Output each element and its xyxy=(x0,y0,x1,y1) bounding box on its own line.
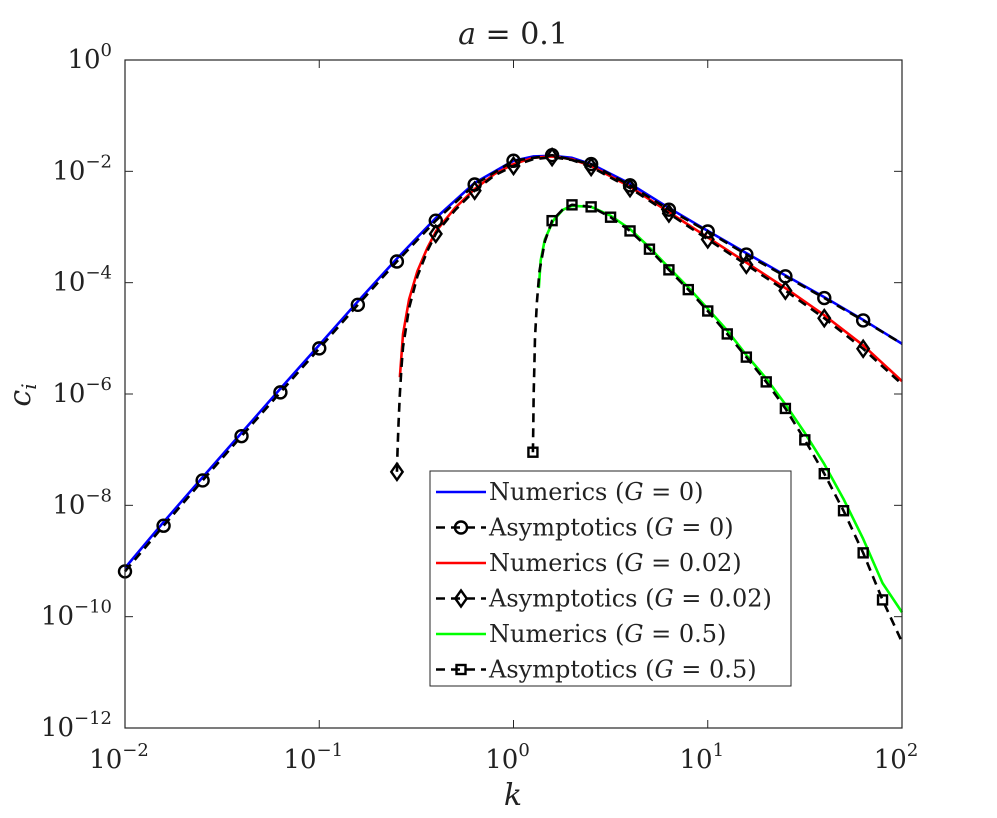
data-point-diamond xyxy=(467,180,482,201)
series-line-asymptotics-3 xyxy=(395,155,903,472)
title-variable: a xyxy=(458,17,476,52)
legend-entries: Numerics (G = 0) Asymptotics (G = 0) Numer… xyxy=(436,478,772,684)
legend-label: Asymptotics (G = 0.02) xyxy=(488,585,772,613)
data-point-circle xyxy=(817,290,832,306)
data-point-square xyxy=(682,283,694,296)
legend-label: Numerics (G = 0.5) xyxy=(489,620,726,648)
legend-label: Numerics (G = 0.02) xyxy=(489,549,742,577)
legend-box xyxy=(429,470,792,687)
legend-entry: Numerics (G = 0.02) xyxy=(436,549,742,577)
x-tick-label: 100 xyxy=(485,740,530,775)
data-point-square xyxy=(799,434,811,446)
data-point-square xyxy=(624,225,636,237)
x-tick-label: 10−1 xyxy=(283,740,343,775)
data-point-circle xyxy=(312,341,327,356)
data-point-square xyxy=(876,594,889,606)
markers-layer xyxy=(117,146,889,606)
y-tick-label: 10−12 xyxy=(41,708,112,743)
legend-label: Asymptotics (G = 0.5) xyxy=(488,656,757,684)
y-tick-label: 10−4 xyxy=(52,263,112,298)
data-point-square xyxy=(837,505,850,517)
data-point-diamond xyxy=(700,229,715,250)
y-tick-label: 10−10 xyxy=(41,597,112,632)
chart-title: a = 0.1 xyxy=(458,17,568,52)
data-point-circle xyxy=(855,313,871,328)
data-point-diamond xyxy=(428,223,443,245)
data-point-square xyxy=(760,376,772,388)
y-tick-label: 10−8 xyxy=(52,485,112,520)
y-tick-label: 10−2 xyxy=(52,151,112,186)
data-point-square xyxy=(702,305,714,317)
plot-frame xyxy=(124,59,903,729)
data-point-square xyxy=(740,351,753,363)
legend-entry: Numerics (G = 0.5) xyxy=(436,620,726,648)
legend-marker-square xyxy=(455,663,467,676)
data-point-circle xyxy=(700,224,715,239)
data-point-square xyxy=(818,468,830,480)
legend-label: Asymptotics (G = 0) xyxy=(488,514,734,542)
y-axis-label-sub: i xyxy=(17,383,41,389)
data-point-square xyxy=(546,214,558,227)
data-point-diamond xyxy=(855,338,871,359)
data-point-diamond xyxy=(817,308,832,329)
series-line-asymptotics-5 xyxy=(531,203,904,643)
x-tick-label: 102 xyxy=(874,740,919,775)
title-value: = 0.1 xyxy=(476,17,568,52)
data-point-circle xyxy=(739,247,754,262)
data-point-square xyxy=(585,201,597,213)
y-axis-label: ci xyxy=(3,383,41,406)
x-axis-label: k xyxy=(504,778,522,813)
data-point-diamond xyxy=(739,254,754,275)
data-point-square xyxy=(604,211,617,223)
x-tick-label: 10−2 xyxy=(89,740,149,775)
data-point-diamond xyxy=(778,280,793,301)
axes: 10−2 10−1 100 101 102 10−12 10−10 10−8 10−6 10−4 1… xyxy=(41,40,918,775)
data-point-diamond xyxy=(389,461,405,483)
legend-entry: Asymptotics (G = 0) xyxy=(436,514,734,542)
data-point-circle xyxy=(389,254,405,269)
data-point-circle xyxy=(506,153,521,168)
data-point-circle xyxy=(195,473,210,488)
data-point-square xyxy=(566,199,578,211)
data-point-square xyxy=(779,402,792,415)
series-line-asymptotics-1 xyxy=(124,153,903,573)
data-point-diamond xyxy=(622,177,638,199)
data-point-square xyxy=(857,547,869,559)
legend-marker-diamond xyxy=(453,588,469,609)
data-point-diamond xyxy=(583,156,599,178)
data-point-circle xyxy=(350,297,366,313)
data-point-square xyxy=(663,264,675,276)
data-point-diamond xyxy=(544,146,560,168)
legend-label: Numerics (G = 0) xyxy=(489,478,704,506)
data-point-circle xyxy=(273,385,288,400)
x-tick-label: 101 xyxy=(679,740,724,775)
data-point-circle xyxy=(234,428,249,444)
data-point-circle xyxy=(156,518,171,533)
legend-entry: Asymptotics (G = 0.02) xyxy=(436,585,772,613)
legend: Numerics (G = 0) Asymptotics (G = 0) Numer… xyxy=(429,470,792,687)
y-tick-label: 100 xyxy=(67,40,112,75)
y-axis-label-main: c xyxy=(3,390,38,407)
y-tick-label: 10−6 xyxy=(52,374,112,409)
legend-entry: Numerics (G = 0) xyxy=(436,478,704,506)
data-point-square xyxy=(643,243,656,255)
data-point-circle xyxy=(467,177,482,192)
legend-marker-circle xyxy=(453,520,469,535)
legend-entry: Asymptotics (G = 0.5) xyxy=(436,656,757,684)
data-point-square xyxy=(721,328,733,340)
data-point-diamond xyxy=(506,155,521,177)
data-point-square xyxy=(527,446,539,458)
series-layer xyxy=(124,153,904,643)
data-point-diamond xyxy=(661,203,677,224)
